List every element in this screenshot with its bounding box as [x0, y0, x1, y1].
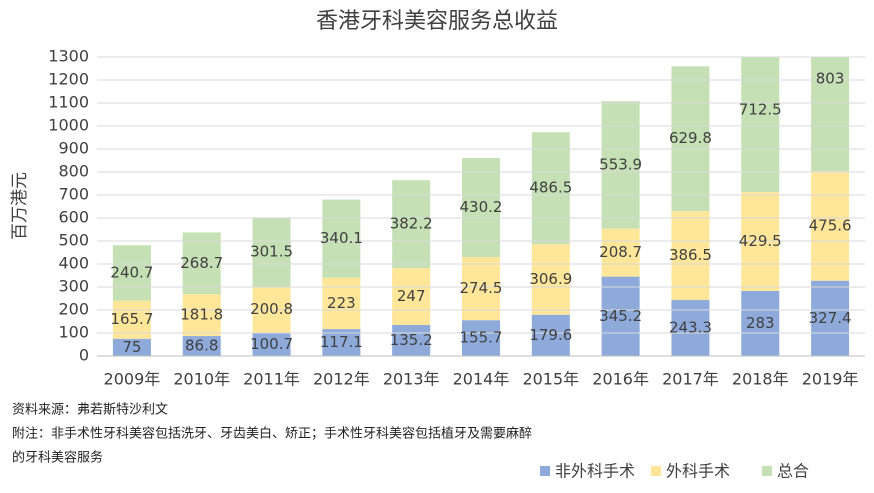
bar-segment: [182, 294, 221, 337]
data-label: 283: [746, 314, 775, 332]
x-tick-label: 2010年: [173, 370, 230, 389]
bar-segment: [322, 199, 361, 278]
y-tick-label: 500: [58, 231, 89, 250]
data-label: 200.8: [250, 300, 293, 318]
chart-title: 香港牙科美容服务总收益: [316, 9, 558, 34]
footnote: 的牙科美容服务: [12, 450, 103, 466]
legend-swatch: [762, 466, 772, 476]
bar-segment: [252, 217, 291, 287]
y-tick-label: 800: [58, 162, 89, 181]
x-tick-label: 2018年: [732, 370, 789, 389]
data-label: 386.5: [669, 246, 712, 264]
bar-segment: [392, 324, 431, 356]
bar-segment: [741, 192, 780, 291]
legend-label: 非外科手术: [555, 462, 635, 481]
x-tick-label: 2014年: [453, 370, 510, 389]
bar-segment: [322, 277, 361, 330]
data-label: 181.8: [180, 306, 223, 324]
footnote: 资料来源：弗若斯特沙利文: [12, 402, 168, 418]
y-tick-label: 1300: [48, 47, 89, 66]
bar-segment: [182, 232, 221, 295]
legend-swatch: [540, 466, 550, 476]
data-label: 327.4: [809, 309, 852, 327]
y-tick-label: 1200: [48, 70, 89, 89]
y-tick-label: 1100: [48, 93, 89, 112]
y-tick-label: 700: [58, 185, 89, 204]
data-label: 100.7: [250, 335, 293, 353]
x-tick-label: 2012年: [313, 370, 370, 389]
data-label: 382.2: [390, 215, 433, 233]
bar-segment: [322, 329, 361, 356]
bar-segment: [671, 211, 710, 301]
legend-label: 总合: [777, 462, 809, 481]
data-label: 243.3: [669, 319, 712, 337]
data-label: 135.2: [390, 331, 433, 349]
data-label: 86.8: [185, 337, 218, 355]
data-label: 301.5: [250, 242, 293, 260]
bar-segment: [811, 280, 850, 356]
y-tick-label: 200: [58, 300, 89, 319]
y-tick-label: 400: [58, 254, 89, 273]
bar-segment: [182, 336, 221, 356]
data-label: 629.8: [669, 129, 712, 147]
data-label: 553.9: [599, 155, 642, 173]
plot-area: [112, 57, 850, 356]
bar-segment: [671, 300, 710, 356]
data-label: 75: [122, 338, 141, 356]
footnote: 附注：非手术性牙科美容包括洗牙、牙齿美白、矫正；手术性牙科美容包括植牙及需要麻醉: [12, 426, 532, 442]
data-label: 223: [327, 294, 356, 312]
y-tick-label: 1000: [48, 116, 89, 135]
bar-segment: [811, 171, 850, 281]
bar-segment: [112, 300, 151, 339]
x-tick-label: 2013年: [383, 370, 440, 389]
y-tick-label: 300: [58, 277, 89, 296]
bar-segment: [811, 57, 850, 172]
x-tick-label: 2009年: [104, 370, 161, 389]
data-label: 803: [816, 69, 845, 87]
data-label: 165.7: [110, 310, 153, 328]
y-tick-label: 900: [58, 139, 89, 158]
x-tick-label: 2015年: [522, 370, 579, 389]
data-label: 712.5: [739, 101, 782, 119]
data-label: 486.5: [529, 179, 572, 197]
legend-swatch: [651, 466, 661, 476]
data-label: 179.6: [529, 326, 572, 344]
bar-segment: [112, 338, 151, 356]
data-label: 247: [397, 287, 426, 305]
bar-segment: [531, 314, 570, 356]
bar-segment: [671, 66, 710, 212]
bar-segment: [392, 268, 431, 325]
data-label: 340.1: [320, 229, 363, 247]
bar-segment: [462, 320, 500, 356]
bar-segment: [252, 332, 291, 356]
data-label: 155.7: [460, 329, 503, 347]
bar-segment: [112, 245, 151, 301]
data-label: 240.7: [110, 263, 153, 281]
bar-segment: [741, 290, 780, 356]
bar-segment: [531, 132, 570, 245]
x-tick-label: 2016年: [592, 370, 649, 389]
data-label: 430.2: [460, 198, 503, 216]
x-tick-label: 2017年: [662, 370, 719, 389]
x-tick-label: 2019年: [802, 370, 859, 389]
bar-segment: [601, 101, 640, 229]
data-label: 345.2: [599, 307, 642, 325]
data-label: 268.7: [180, 254, 223, 272]
bar-segment: [601, 228, 640, 277]
y-axis-label: 百万港元: [10, 172, 30, 240]
data-label: 274.5: [460, 279, 503, 297]
bar-segment: [601, 276, 640, 356]
x-tick-label: 2011年: [243, 370, 300, 389]
data-label: 429.5: [739, 232, 782, 250]
data-label: 208.7: [599, 243, 642, 261]
data-label: 117.1: [320, 333, 363, 351]
legend-label: 外科手术: [666, 462, 730, 481]
y-tick-label: 100: [58, 323, 89, 342]
y-tick-label: 0: [79, 346, 89, 365]
data-label: 475.6: [809, 217, 852, 235]
bar-segment: [531, 244, 570, 315]
data-label: 306.9: [529, 270, 572, 288]
y-tick-label: 600: [58, 208, 89, 227]
